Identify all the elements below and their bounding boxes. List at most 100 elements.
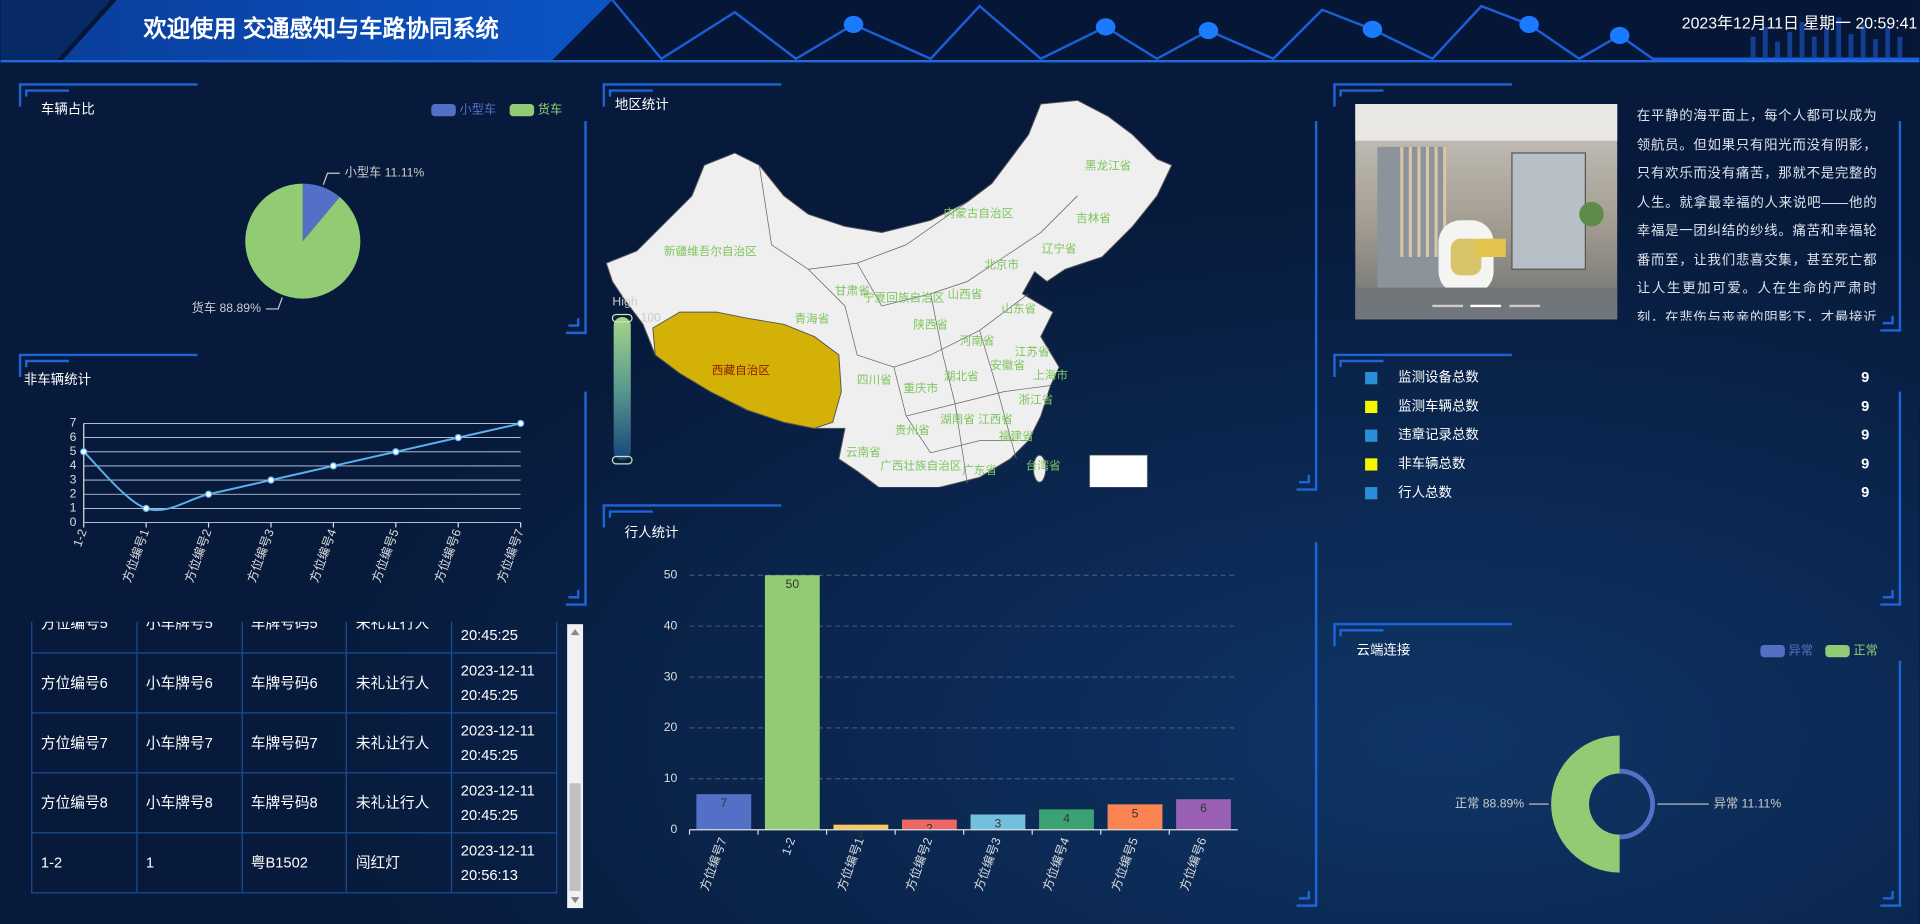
frame-corner (24, 359, 70, 368)
frame-corner (18, 353, 198, 377)
line-point (80, 448, 88, 456)
map-region (652, 311, 842, 429)
table-cell: 2023-12-11 20:45:25 (450, 772, 558, 834)
region-label: 黑龙江省 (1085, 160, 1131, 173)
table-cell: 车牌号码5 (240, 621, 348, 654)
frame-corner (1296, 542, 1318, 907)
line-point (454, 433, 462, 442)
region-label: 广东省 (962, 464, 997, 477)
stat-icon (1365, 429, 1378, 442)
region-label: 内蒙古自治区 (944, 206, 1014, 220)
legend-label: 小型车 (459, 101, 496, 116)
frame-corner (1299, 890, 1311, 900)
scrollbar[interactable] (567, 624, 584, 909)
table-cell: 小车牌号5 (136, 621, 243, 654)
frame-corner (1880, 660, 1902, 907)
table-cell: 未礼让行人 (346, 772, 453, 834)
y-tick-label: 50 (664, 567, 678, 581)
stat-value: 9 (1861, 485, 1869, 501)
table-row: 方位编号6 小车牌号6 车牌号码6 未礼让行人 2023-12-11 20:45:25 (31, 652, 558, 714)
table-cell: 2023-12-11 20:56:13 (450, 832, 558, 894)
stat-icon (1365, 400, 1378, 414)
bar-value-label: 5 (1132, 806, 1139, 820)
stat-label: 行人总数 (1398, 485, 1452, 500)
region-label: 陕西省 (913, 318, 948, 332)
frame-corner (1339, 359, 1384, 368)
label-line (322, 172, 340, 185)
bar (833, 824, 889, 830)
frame-corner (1333, 353, 1512, 377)
region-label: 辽宁省 (1042, 242, 1077, 256)
stat-icon (1365, 372, 1378, 385)
y-tick-label: 4 (70, 458, 77, 472)
table-cell: 粤B1502 (240, 832, 348, 894)
data-label: 货车 88.89% (192, 300, 261, 315)
line-point (392, 448, 400, 456)
region-label: 青海省 (795, 311, 830, 325)
y-tick-label: 5 (70, 444, 77, 458)
table-cell: 2023-12-11 20:45:25 (450, 621, 558, 654)
frame-corner (1299, 474, 1311, 484)
region-label: 福建省 (999, 429, 1034, 443)
records-table: 方位编号5小车牌号5车牌号码5未礼让行人2023-12-11 20:45:25方… (31, 621, 558, 894)
table-cell: 车牌号码7 (240, 712, 348, 774)
rose-slice (1619, 768, 1655, 840)
frame-corner (1882, 315, 1894, 325)
y-tick-label: 0 (70, 515, 77, 529)
bar-value-label: 50 (786, 577, 800, 591)
panel-title: 地区统计 (615, 97, 669, 112)
region-label: 宁夏回族自治区 (863, 291, 945, 305)
panel-title: 行人统计 (625, 525, 679, 540)
bar (1107, 804, 1163, 830)
header: 欢迎使用 交通感知与车路协同系统 2023年12月11日 星期一 20:59:4… (0, 0, 1920, 63)
map-island (1032, 454, 1047, 483)
frame-corner (565, 121, 587, 335)
region-label: 重庆市 (903, 381, 938, 395)
region-label: 云南省 (846, 445, 881, 459)
table-cell: 未礼让行人 (346, 652, 453, 714)
frame-corner (608, 510, 653, 518)
legend-swatch (509, 104, 535, 117)
region-label: 山西省 (947, 288, 982, 301)
map-inset (1089, 454, 1148, 488)
visual-map-text: High (612, 295, 637, 309)
stat-icon (1365, 458, 1378, 471)
region-label: 四川省 (857, 374, 892, 387)
region-label: 上海市 (1033, 368, 1068, 382)
table-cell: 1-2 (31, 832, 138, 894)
stat-value: 9 (1861, 399, 1869, 415)
line-point (142, 504, 150, 513)
y-tick-label: 40 (664, 618, 678, 632)
region-label: 台湾省 (1026, 458, 1061, 472)
province-borders (758, 165, 1078, 484)
region-label: 浙江省 (1018, 393, 1053, 406)
table-cell: 2023-12-11 20:45:25 (450, 712, 558, 774)
data-label: 正常 88.89% (1455, 796, 1524, 810)
frame-corner (608, 89, 653, 97)
frame-corner (1296, 121, 1318, 491)
table-wrap: 方位编号5小车牌号5车牌号码5未礼让行人2023-12-11 20:45:25方… (31, 621, 558, 906)
visual-map: High 100 (611, 295, 661, 465)
y-tick-label: 6 (70, 430, 77, 444)
rose-slice (1551, 735, 1620, 873)
y-tick-label: 30 (664, 669, 678, 683)
frame-corner (565, 391, 587, 606)
table-cell: 1 (136, 832, 243, 894)
bar (764, 575, 820, 830)
table-cell: 小车牌号6 (136, 652, 243, 714)
table-box: 方位编号5小车牌号5车牌号码5未礼让行人2023-12-11 20:45:25方… (31, 621, 558, 906)
region-label: 安徽省 (990, 358, 1025, 372)
pie-slice (245, 183, 361, 299)
legend-label: 货车 (538, 101, 562, 116)
table-cell: 闯红灯 (346, 832, 453, 894)
legend-swatch (1825, 644, 1850, 658)
table-row: 1-2 1 粤B1502 闯红灯 2023-12-11 20:56:13 (31, 832, 558, 894)
y-tick-label: 1 (70, 501, 77, 515)
frame-corner (1333, 83, 1512, 107)
bar-value-label: 6 (1200, 801, 1207, 815)
table-cell: 方位编号7 (31, 712, 138, 774)
legend-label: 异常 (1789, 643, 1813, 657)
line-point (329, 462, 338, 470)
image-carousel[interactable] (1355, 104, 1618, 320)
